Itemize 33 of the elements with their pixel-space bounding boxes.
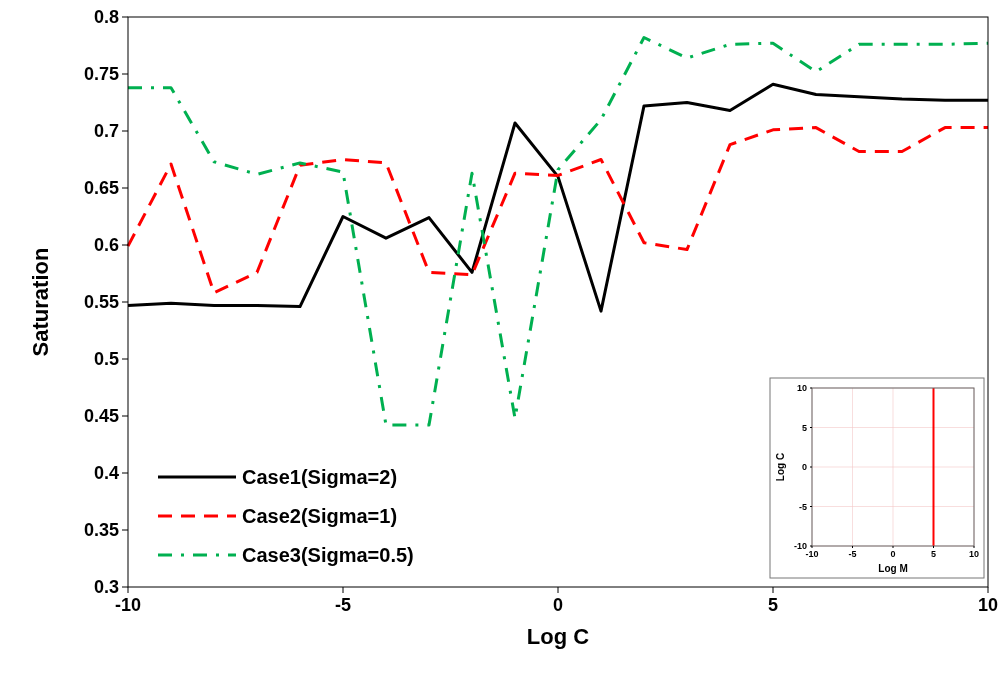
x-axis-title: Log C bbox=[526, 624, 590, 649]
y-tick-label: 10 bbox=[796, 383, 807, 394]
line-series bbox=[126, 126, 990, 295]
y-tick-label: 0.3 bbox=[93, 577, 119, 598]
legend-label: Case2(Sigma=1) bbox=[242, 505, 398, 527]
x-tick-label: 10 bbox=[968, 549, 980, 559]
y-axis-title: Log C bbox=[775, 452, 786, 482]
x-tick-label: 0 bbox=[552, 595, 564, 615]
legend-label: Case3(Sigma=0.5) bbox=[242, 544, 414, 566]
y-tick-label: -10 bbox=[793, 541, 807, 552]
y-axis-title: Saturation bbox=[28, 247, 53, 357]
y-tick-label: 0.45 bbox=[83, 406, 119, 427]
x-tick-label: 10 bbox=[977, 595, 999, 615]
y-tick-label: 0 bbox=[801, 462, 807, 473]
y-tick-label: 0.8 bbox=[93, 7, 119, 28]
y-tick-label: 0.65 bbox=[83, 178, 119, 199]
x-tick-label: -5 bbox=[848, 549, 857, 559]
x-tick-label: -10 bbox=[114, 595, 142, 615]
y-tick-label: -5 bbox=[798, 501, 807, 512]
y-tick-label: 0.5 bbox=[93, 349, 119, 370]
x-tick-label: -5 bbox=[334, 595, 352, 615]
y-tick-label: 0.75 bbox=[83, 64, 119, 85]
x-tick-label: 5 bbox=[767, 595, 779, 615]
y-tick-label: 0.6 bbox=[93, 235, 119, 256]
x-axis-title: Log M bbox=[878, 563, 908, 574]
x-tick-label: 0 bbox=[890, 549, 896, 559]
y-tick-label: 0.4 bbox=[93, 463, 119, 484]
y-tick-label: 0.7 bbox=[93, 121, 119, 142]
y-tick-label: 0.55 bbox=[83, 292, 119, 313]
x-tick-label: 5 bbox=[930, 549, 937, 559]
y-tick-label: 5 bbox=[801, 422, 807, 433]
y-tick-label: 0.35 bbox=[83, 520, 119, 541]
legend-label: Case1(Sigma=2) bbox=[242, 466, 398, 488]
